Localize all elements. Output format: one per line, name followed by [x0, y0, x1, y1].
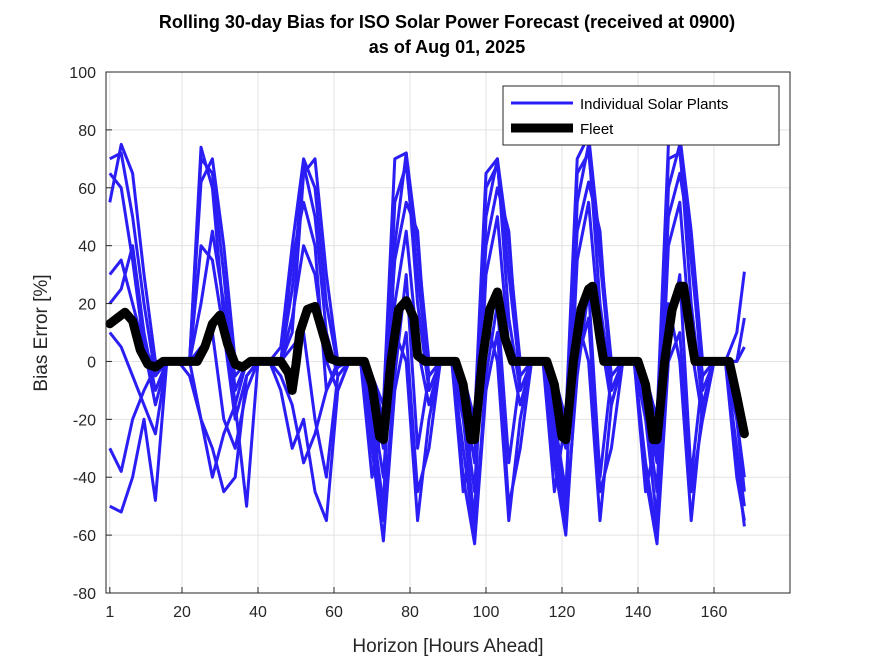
- fleet-line-group: [105, 281, 749, 445]
- y-tick-label: 100: [69, 65, 96, 82]
- y-tick-label: 80: [78, 123, 96, 140]
- legend-box: [502, 85, 780, 146]
- legend-fleet-label: Fleet: [580, 121, 614, 138]
- x-tick-label: 120: [549, 604, 576, 621]
- x-tick-label: 140: [625, 604, 652, 621]
- chart-title-line1: Rolling 30-day Bias for ISO Solar Power …: [159, 12, 735, 32]
- x-tick-label: 60: [325, 604, 343, 621]
- x-axis-label: Horizon [Hours Ahead]: [352, 636, 543, 657]
- y-tick-label: -60: [73, 528, 96, 545]
- y-tick-label: 20: [78, 297, 96, 314]
- x-tick-label: 20: [173, 604, 191, 621]
- x-tick-label: 40: [249, 604, 267, 621]
- chart-title-line2: as of Aug 01, 2025: [369, 37, 525, 57]
- fleet-line: [105, 281, 749, 445]
- plot-frame: [105, 71, 791, 594]
- x-tick-label: 80: [401, 604, 419, 621]
- x-tick-label: 1: [105, 604, 114, 621]
- y-tick-label: -40: [73, 470, 96, 487]
- y-tick-label: 60: [78, 181, 96, 198]
- legend: Individual Solar Plants Fleet: [502, 85, 780, 146]
- legend-plants-label: Individual Solar Plants: [580, 96, 728, 113]
- y-axis-label: Bias Error [%]: [31, 274, 52, 391]
- tick-labels: 1 20 40 60 80 100 120 140 160-80-60-40-200204060…: [69, 65, 727, 621]
- plant-series-line: [108, 302, 746, 523]
- x-tick-label: 100: [473, 604, 500, 621]
- y-tick-label: -80: [73, 586, 96, 603]
- x-tick-label: 160: [701, 604, 728, 621]
- y-tick-label: 40: [78, 239, 96, 256]
- y-tick-label: 0: [87, 354, 96, 371]
- y-tick-label: -20: [73, 412, 96, 429]
